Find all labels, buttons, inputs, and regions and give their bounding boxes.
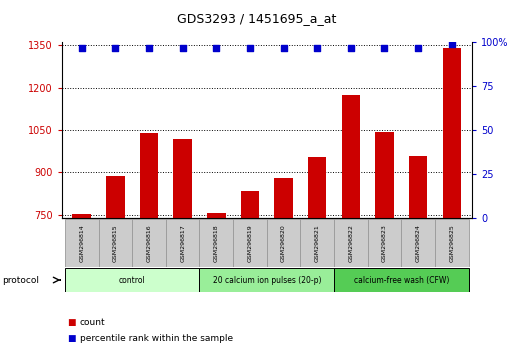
Text: GSM296816: GSM296816 xyxy=(147,224,151,262)
Point xyxy=(347,45,355,51)
Bar xyxy=(401,219,435,267)
Text: GSM296824: GSM296824 xyxy=(416,224,421,262)
Point xyxy=(381,45,389,51)
Bar xyxy=(106,176,125,218)
Text: GSM296822: GSM296822 xyxy=(348,224,353,262)
Text: GSM296825: GSM296825 xyxy=(449,224,455,262)
Bar xyxy=(65,219,98,267)
Text: calcium-free wash (CFW): calcium-free wash (CFW) xyxy=(353,275,449,285)
Bar xyxy=(334,268,468,292)
Bar xyxy=(207,213,226,218)
Text: GSM296823: GSM296823 xyxy=(382,224,387,262)
Bar xyxy=(443,48,461,218)
Point xyxy=(313,45,321,51)
Text: GSM296821: GSM296821 xyxy=(314,224,320,262)
Bar xyxy=(132,219,166,267)
Text: GSM296818: GSM296818 xyxy=(214,224,219,262)
Text: GSM296819: GSM296819 xyxy=(247,224,252,262)
Bar xyxy=(72,214,91,218)
Text: ■: ■ xyxy=(67,318,75,327)
Text: protocol: protocol xyxy=(3,275,40,285)
Text: ■: ■ xyxy=(67,333,75,343)
Text: 20 calcium ion pulses (20-p): 20 calcium ion pulses (20-p) xyxy=(212,275,321,285)
Bar xyxy=(267,219,301,267)
Text: GSM296820: GSM296820 xyxy=(281,224,286,262)
Bar xyxy=(435,219,468,267)
Bar xyxy=(200,219,233,267)
Text: GSM296814: GSM296814 xyxy=(79,224,84,262)
Text: GSM296817: GSM296817 xyxy=(180,224,185,262)
Bar xyxy=(274,178,293,218)
Bar xyxy=(173,138,192,218)
Text: GSM296815: GSM296815 xyxy=(113,224,118,262)
Point xyxy=(145,45,153,51)
Bar xyxy=(409,155,427,218)
Bar xyxy=(200,268,334,292)
Text: percentile rank within the sample: percentile rank within the sample xyxy=(80,333,232,343)
Bar xyxy=(368,219,401,267)
Point xyxy=(212,45,221,51)
Bar xyxy=(301,219,334,267)
Point xyxy=(111,45,120,51)
Point xyxy=(448,41,456,47)
Bar xyxy=(233,219,267,267)
Point xyxy=(414,45,422,51)
Bar xyxy=(140,133,159,218)
Bar xyxy=(241,192,259,218)
Text: GDS3293 / 1451695_a_at: GDS3293 / 1451695_a_at xyxy=(177,12,336,25)
Bar xyxy=(375,131,394,218)
Point xyxy=(280,45,288,51)
Bar xyxy=(65,268,200,292)
Bar xyxy=(98,219,132,267)
Text: control: control xyxy=(119,275,146,285)
Bar xyxy=(334,219,368,267)
Bar xyxy=(308,157,326,218)
Text: count: count xyxy=(80,318,105,327)
Point xyxy=(179,45,187,51)
Point xyxy=(246,45,254,51)
Point xyxy=(77,45,86,51)
Bar xyxy=(166,219,200,267)
Bar xyxy=(342,95,360,218)
